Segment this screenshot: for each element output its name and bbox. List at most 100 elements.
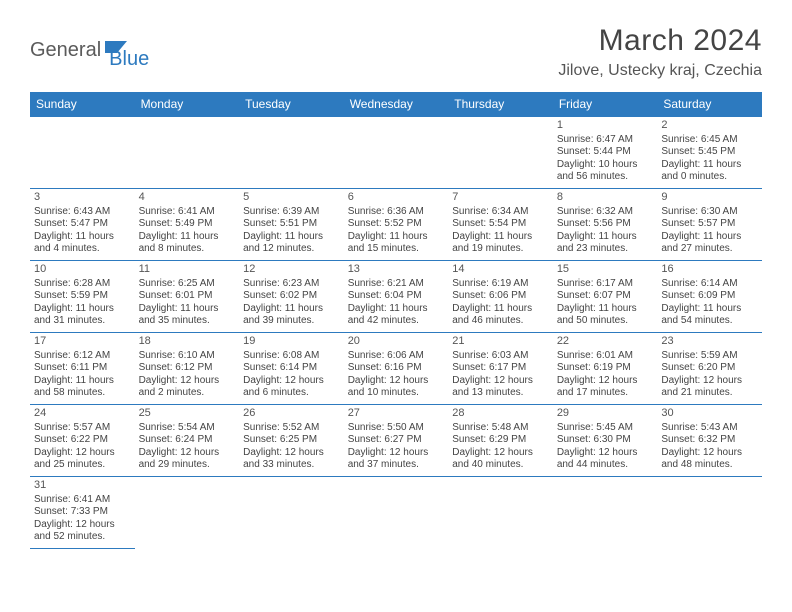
day-number: 31 xyxy=(34,479,131,493)
calendar-row: 24Sunrise: 5:57 AMSunset: 6:22 PMDayligh… xyxy=(30,405,762,477)
weekday-header: Monday xyxy=(135,92,240,117)
day-number: 3 xyxy=(34,191,131,205)
daylight-text: Daylight: 11 hours and 39 minutes. xyxy=(243,303,340,328)
day-cell: 26Sunrise: 5:52 AMSunset: 6:25 PMDayligh… xyxy=(239,405,344,477)
sunset-text: Sunset: 6:01 PM xyxy=(139,290,236,303)
day-cell: 14Sunrise: 6:19 AMSunset: 6:06 PMDayligh… xyxy=(448,261,553,333)
sunset-text: Sunset: 5:59 PM xyxy=(34,290,131,303)
daylight-text: Daylight: 10 hours and 56 minutes. xyxy=(557,159,654,184)
sunset-text: Sunset: 6:22 PM xyxy=(34,434,131,447)
day-cell: 6Sunrise: 6:36 AMSunset: 5:52 PMDaylight… xyxy=(344,189,449,261)
daylight-text: Daylight: 11 hours and 4 minutes. xyxy=(34,231,131,256)
daylight-text: Daylight: 11 hours and 58 minutes. xyxy=(34,375,131,400)
sunrise-text: Sunrise: 6:23 AM xyxy=(243,278,340,291)
calendar-row: 10Sunrise: 6:28 AMSunset: 5:59 PMDayligh… xyxy=(30,261,762,333)
sunset-text: Sunset: 5:57 PM xyxy=(661,218,758,231)
daylight-text: Daylight: 11 hours and 35 minutes. xyxy=(139,303,236,328)
day-cell: 8Sunrise: 6:32 AMSunset: 5:56 PMDaylight… xyxy=(553,189,658,261)
header: General Blue March 2024 Jilove, Ustecky … xyxy=(30,24,762,80)
day-cell: 3Sunrise: 6:43 AMSunset: 5:47 PMDaylight… xyxy=(30,189,135,261)
sunset-text: Sunset: 5:44 PM xyxy=(557,146,654,159)
sunset-text: Sunset: 5:51 PM xyxy=(243,218,340,231)
sunset-text: Sunset: 6:19 PM xyxy=(557,362,654,375)
location-subtitle: Jilove, Ustecky kraj, Czechia xyxy=(558,62,762,80)
daylight-text: Daylight: 12 hours and 25 minutes. xyxy=(34,447,131,472)
sunrise-text: Sunrise: 6:03 AM xyxy=(452,350,549,363)
empty-cell xyxy=(135,477,240,549)
calendar-table: Sunday Monday Tuesday Wednesday Thursday… xyxy=(30,92,762,549)
calendar-row: 31Sunrise: 6:41 AMSunset: 7:33 PMDayligh… xyxy=(30,477,762,549)
daylight-text: Daylight: 12 hours and 44 minutes. xyxy=(557,447,654,472)
day-number: 29 xyxy=(557,407,654,421)
daylight-text: Daylight: 12 hours and 29 minutes. xyxy=(139,447,236,472)
sunset-text: Sunset: 6:07 PM xyxy=(557,290,654,303)
day-cell: 28Sunrise: 5:48 AMSunset: 6:29 PMDayligh… xyxy=(448,405,553,477)
day-number: 21 xyxy=(452,335,549,349)
daylight-text: Daylight: 11 hours and 12 minutes. xyxy=(243,231,340,256)
day-cell: 30Sunrise: 5:43 AMSunset: 6:32 PMDayligh… xyxy=(657,405,762,477)
title-block: March 2024 Jilove, Ustecky kraj, Czechia xyxy=(558,24,762,80)
day-number: 26 xyxy=(243,407,340,421)
day-number: 27 xyxy=(348,407,445,421)
day-number: 18 xyxy=(139,335,236,349)
sunrise-text: Sunrise: 6:10 AM xyxy=(139,350,236,363)
day-cell: 1Sunrise: 6:47 AMSunset: 5:44 PMDaylight… xyxy=(553,117,658,189)
sunset-text: Sunset: 5:52 PM xyxy=(348,218,445,231)
calendar-row: 17Sunrise: 6:12 AMSunset: 6:11 PMDayligh… xyxy=(30,333,762,405)
day-cell: 7Sunrise: 6:34 AMSunset: 5:54 PMDaylight… xyxy=(448,189,553,261)
sunset-text: Sunset: 6:29 PM xyxy=(452,434,549,447)
sunrise-text: Sunrise: 6:25 AM xyxy=(139,278,236,291)
sunset-text: Sunset: 6:09 PM xyxy=(661,290,758,303)
sunset-text: Sunset: 6:04 PM xyxy=(348,290,445,303)
sunset-text: Sunset: 6:27 PM xyxy=(348,434,445,447)
sunrise-text: Sunrise: 6:06 AM xyxy=(348,350,445,363)
sunset-text: Sunset: 5:47 PM xyxy=(34,218,131,231)
sunrise-text: Sunrise: 5:52 AM xyxy=(243,422,340,435)
sunrise-text: Sunrise: 6:28 AM xyxy=(34,278,131,291)
day-cell: 5Sunrise: 6:39 AMSunset: 5:51 PMDaylight… xyxy=(239,189,344,261)
empty-cell xyxy=(239,477,344,549)
sunrise-text: Sunrise: 5:59 AM xyxy=(661,350,758,363)
day-number: 6 xyxy=(348,191,445,205)
day-number: 5 xyxy=(243,191,340,205)
sunrise-text: Sunrise: 6:36 AM xyxy=(348,206,445,219)
sunrise-text: Sunrise: 6:14 AM xyxy=(661,278,758,291)
day-number: 4 xyxy=(139,191,236,205)
empty-cell xyxy=(344,117,449,189)
daylight-text: Daylight: 11 hours and 23 minutes. xyxy=(557,231,654,256)
logo-text-general: General xyxy=(30,39,101,62)
sunrise-text: Sunrise: 6:41 AM xyxy=(34,494,131,507)
sunset-text: Sunset: 6:30 PM xyxy=(557,434,654,447)
empty-cell xyxy=(239,117,344,189)
day-cell: 11Sunrise: 6:25 AMSunset: 6:01 PMDayligh… xyxy=(135,261,240,333)
empty-cell xyxy=(448,477,553,549)
sunset-text: Sunset: 6:06 PM xyxy=(452,290,549,303)
sunset-text: Sunset: 5:54 PM xyxy=(452,218,549,231)
sunrise-text: Sunrise: 5:43 AM xyxy=(661,422,758,435)
day-cell: 15Sunrise: 6:17 AMSunset: 6:07 PMDayligh… xyxy=(553,261,658,333)
daylight-text: Daylight: 11 hours and 19 minutes. xyxy=(452,231,549,256)
empty-cell xyxy=(30,117,135,189)
sunrise-text: Sunrise: 6:19 AM xyxy=(452,278,549,291)
month-title: March 2024 xyxy=(558,24,762,58)
weekday-header: Wednesday xyxy=(344,92,449,117)
day-number: 7 xyxy=(452,191,549,205)
sunrise-text: Sunrise: 6:43 AM xyxy=(34,206,131,219)
sunset-text: Sunset: 5:49 PM xyxy=(139,218,236,231)
sunrise-text: Sunrise: 6:17 AM xyxy=(557,278,654,291)
daylight-text: Daylight: 12 hours and 6 minutes. xyxy=(243,375,340,400)
sunset-text: Sunset: 5:45 PM xyxy=(661,146,758,159)
sunrise-text: Sunrise: 5:45 AM xyxy=(557,422,654,435)
day-cell: 24Sunrise: 5:57 AMSunset: 6:22 PMDayligh… xyxy=(30,405,135,477)
daylight-text: Daylight: 11 hours and 46 minutes. xyxy=(452,303,549,328)
sunset-text: Sunset: 7:33 PM xyxy=(34,506,131,519)
sunset-text: Sunset: 6:16 PM xyxy=(348,362,445,375)
day-number: 25 xyxy=(139,407,236,421)
empty-cell xyxy=(553,477,658,549)
daylight-text: Daylight: 11 hours and 42 minutes. xyxy=(348,303,445,328)
day-number: 17 xyxy=(34,335,131,349)
weekday-header: Sunday xyxy=(30,92,135,117)
sunrise-text: Sunrise: 6:39 AM xyxy=(243,206,340,219)
sunrise-text: Sunrise: 6:21 AM xyxy=(348,278,445,291)
sunrise-text: Sunrise: 6:32 AM xyxy=(557,206,654,219)
